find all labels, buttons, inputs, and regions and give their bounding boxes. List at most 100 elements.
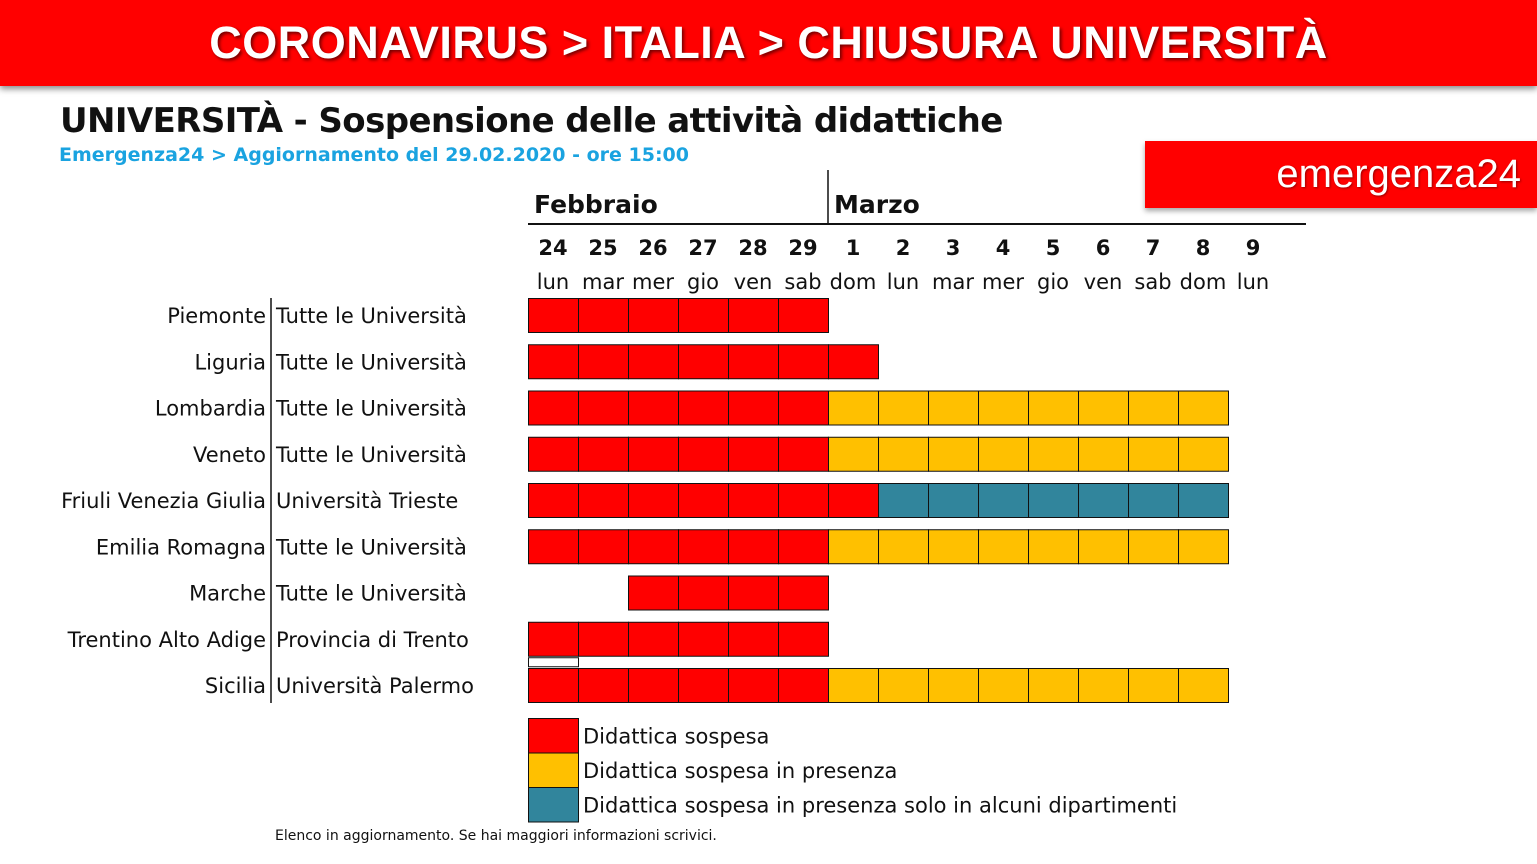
scope-label: Tutte le Università — [275, 535, 467, 559]
weekday-label: sab — [1134, 270, 1171, 294]
status-cell — [828, 390, 879, 426]
status-cell — [628, 575, 679, 611]
timeline-legend: Didattica sospesa Didattica sospesa in pr… — [528, 718, 1177, 823]
status-cell — [878, 483, 929, 518]
status-cell — [828, 436, 879, 472]
region-label: Liguria — [194, 350, 266, 374]
month-label: Febbraio — [534, 190, 658, 219]
brand-name: emergenza24 — [1276, 152, 1521, 196]
status-cell — [778, 621, 829, 657]
scope-label: Tutte le Università — [275, 397, 467, 421]
status-cell — [878, 390, 929, 426]
status-cell — [728, 436, 779, 472]
status-cell — [1078, 390, 1129, 426]
status-cell — [728, 529, 779, 565]
status-cell — [778, 344, 829, 380]
day-number: 3 — [946, 236, 961, 260]
region-label: Lombardia — [155, 397, 266, 421]
day-number: 7 — [1146, 236, 1161, 260]
status-cell — [728, 390, 779, 426]
status-cell — [1028, 390, 1079, 426]
day-number: 4 — [996, 236, 1011, 260]
day-number: 27 — [688, 236, 717, 260]
weekday-label: lun — [537, 270, 569, 294]
day-number: 25 — [588, 236, 617, 260]
status-cell — [1128, 483, 1179, 518]
status-cell — [778, 298, 829, 333]
status-cell — [578, 483, 629, 518]
weekday-label: lun — [887, 270, 919, 294]
day-number: 8 — [1196, 236, 1211, 260]
status-cell — [728, 668, 779, 703]
day-number: 26 — [638, 236, 667, 260]
status-cell — [678, 344, 729, 380]
status-cell — [628, 344, 679, 380]
status-cell — [878, 529, 929, 565]
status-cell — [528, 344, 579, 380]
status-cell — [628, 298, 679, 333]
status-cell — [778, 668, 829, 703]
status-cell — [628, 668, 679, 703]
status-cell — [1178, 483, 1229, 518]
status-cell — [678, 621, 729, 657]
status-cell — [928, 390, 979, 426]
status-cell — [1078, 436, 1129, 472]
status-cell — [778, 575, 829, 611]
status-cell — [1028, 483, 1079, 518]
status-cell — [1078, 483, 1129, 518]
status-cell — [578, 436, 629, 472]
status-cell — [878, 436, 929, 472]
status-cell — [678, 529, 729, 565]
status-cell — [928, 668, 979, 703]
weekday-label: mer — [982, 270, 1024, 294]
legend-swatch — [528, 718, 579, 754]
status-cell — [528, 668, 579, 703]
status-cell — [978, 390, 1029, 426]
status-cell — [528, 483, 579, 518]
legend-swatch — [528, 787, 579, 823]
status-cell — [828, 344, 879, 380]
status-cell — [928, 483, 979, 518]
status-cell — [1028, 529, 1079, 565]
weekday-label: ven — [734, 270, 773, 294]
weekday-label: lun — [1237, 270, 1269, 294]
status-cell — [678, 668, 729, 703]
status-cell — [1178, 436, 1229, 472]
status-cell — [528, 390, 579, 426]
status-cell — [528, 436, 579, 472]
region-label: Piemonte — [167, 304, 266, 328]
status-cell — [1178, 529, 1229, 565]
legend-label: Didattica sospesa in presenza — [583, 759, 897, 783]
region-label: Friuli Venezia Giulia — [61, 489, 266, 513]
status-cell — [778, 529, 829, 565]
legend-label: Didattica sospesa — [583, 724, 769, 748]
status-cell — [1028, 436, 1079, 472]
day-number: 24 — [538, 236, 567, 260]
empty-marker — [528, 657, 579, 668]
footnote: Elenco in aggiornamento. Se hai maggiori… — [275, 828, 717, 844]
status-cell — [678, 436, 729, 472]
region-label: Marche — [189, 582, 266, 606]
status-cell — [628, 621, 679, 657]
region-label: Emilia Romagna — [96, 535, 266, 559]
status-cell — [1128, 529, 1179, 565]
region-label: Sicilia — [205, 674, 266, 698]
status-cell — [728, 298, 779, 333]
status-cell — [1128, 390, 1179, 426]
scope-label: Tutte le Università — [275, 350, 467, 374]
status-cell — [828, 483, 879, 518]
status-cell — [528, 621, 579, 657]
weekday-label: sab — [784, 270, 821, 294]
weekday-label: gio — [687, 270, 719, 294]
scope-label: Tutte le Università — [275, 304, 467, 328]
month-label: Marzo — [834, 190, 920, 219]
day-number: 29 — [788, 236, 817, 260]
status-cell — [728, 621, 779, 657]
status-cell — [578, 344, 629, 380]
header-bar: CORONAVIRUS > ITALIA > CHIUSURA UNIVERSI… — [0, 0, 1537, 86]
status-cell — [928, 436, 979, 472]
chart-title: UNIVERSITÀ - Sospensione delle attività … — [60, 101, 1003, 141]
status-cell — [978, 668, 1029, 703]
day-number: 1 — [846, 236, 861, 260]
